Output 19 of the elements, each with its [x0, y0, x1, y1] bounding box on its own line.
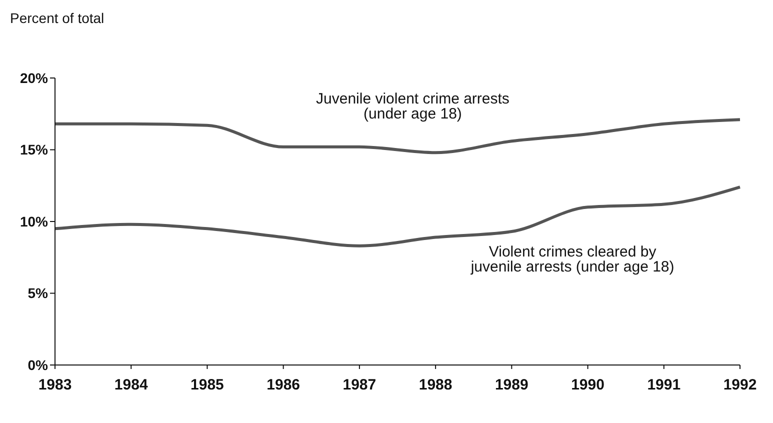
- x-tick-label: 1990: [571, 376, 604, 394]
- line-series: [54, 186, 742, 248]
- series-label: Juvenile violent crime arrests (under age 18): [316, 90, 510, 123]
- y-tick-label: 0%: [28, 356, 49, 373]
- y-tick-label: 5%: [28, 285, 49, 302]
- x-tick-label: 1992: [723, 376, 757, 394]
- x-tick-label: 1983: [38, 376, 72, 394]
- x-tick-label: 1988: [418, 376, 452, 394]
- x-tick-label: 1991: [647, 376, 681, 394]
- x-tick-label: 1986: [266, 376, 300, 394]
- y-tick-label: 15%: [20, 142, 49, 158]
- y-tick-label: 10%: [20, 213, 49, 230]
- x-tick-label: 1989: [494, 376, 528, 394]
- series-label: Violent crimes cleared by juvenile arrests (under age 18): [470, 244, 674, 276]
- x-tick-label: 1984: [114, 376, 148, 394]
- y-axis-title: Percent of total: [10, 10, 104, 26]
- x-tick-label: 1985: [190, 376, 224, 394]
- x-tick-label: 1987: [342, 376, 376, 394]
- y-tick-label: 20%: [20, 70, 49, 86]
